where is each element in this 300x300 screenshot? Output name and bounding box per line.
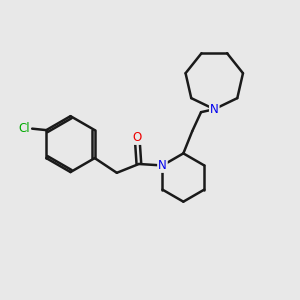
Text: Cl: Cl — [18, 122, 30, 135]
Text: N: N — [158, 159, 167, 172]
Text: O: O — [133, 131, 142, 144]
Text: N: N — [210, 103, 219, 116]
